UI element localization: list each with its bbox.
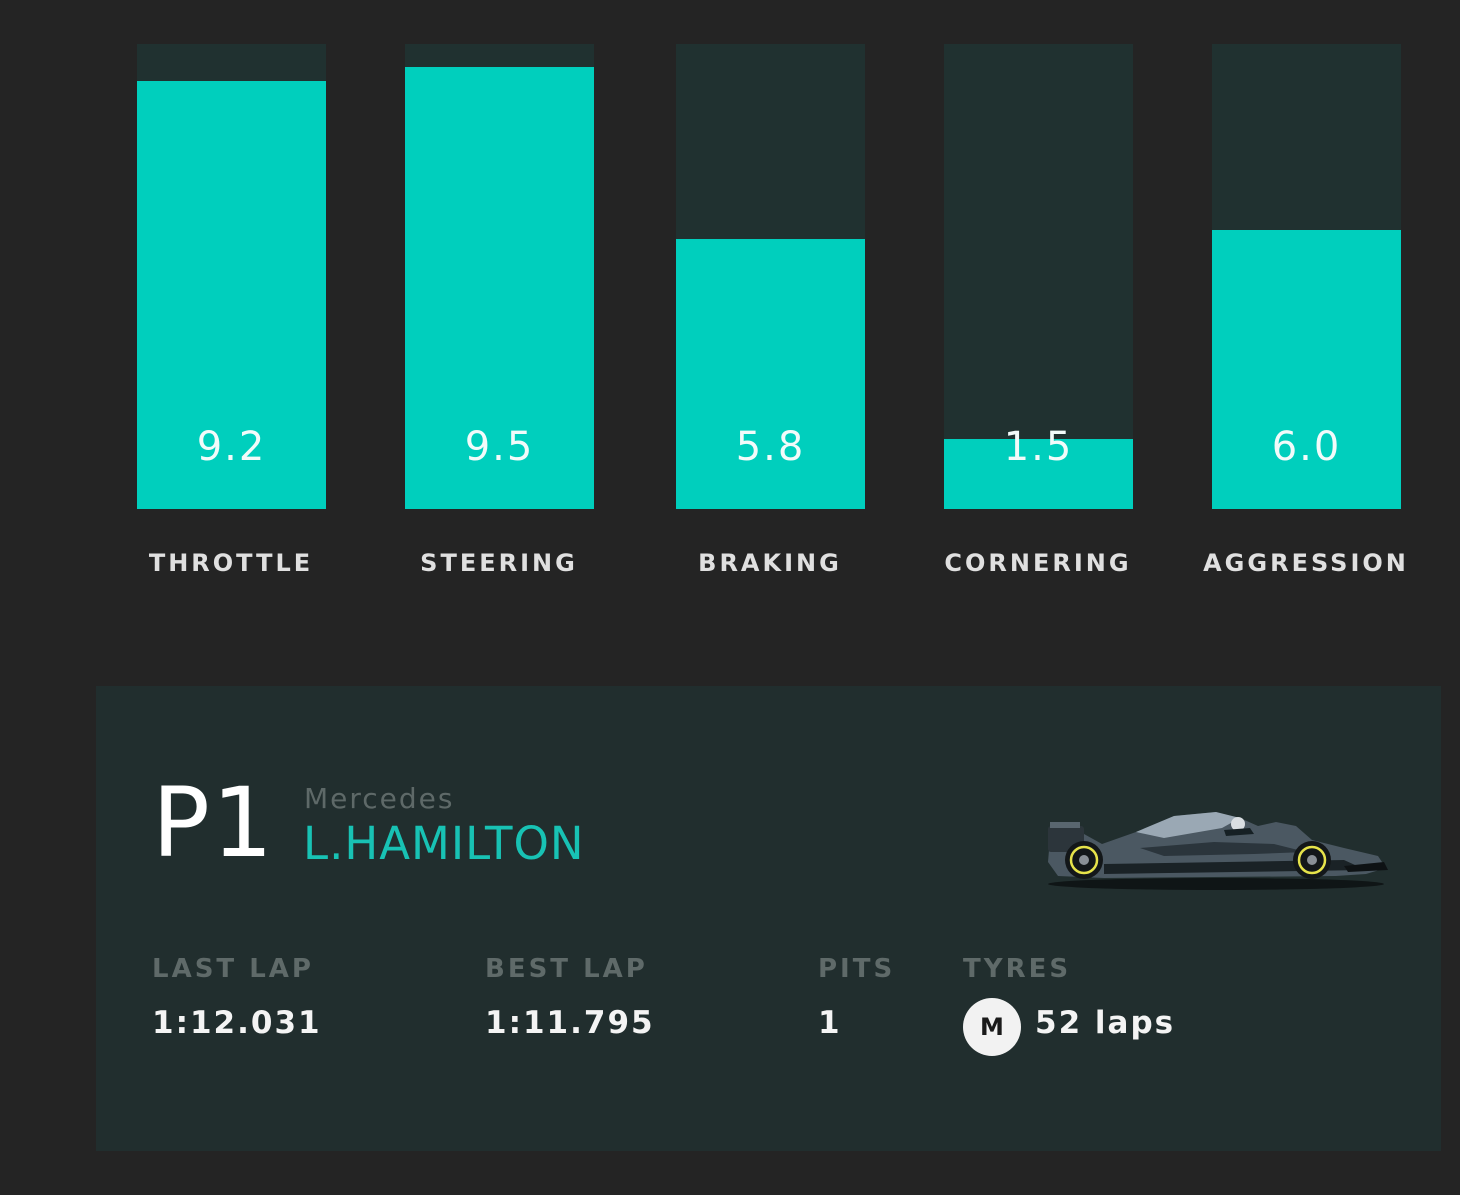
bar-aggression [1212, 230, 1401, 509]
best-lap-label: BEST LAP [485, 954, 648, 984]
bar-track-aggression: 6.0 [1212, 44, 1401, 509]
tyres-label: TYRES [963, 954, 1072, 984]
bar-label-braking: BRAKING [698, 549, 842, 577]
bar-label-throttle: THROTTLE [148, 549, 314, 577]
team-name: Mercedes [304, 782, 455, 815]
bar-steering [405, 67, 594, 509]
bar-value-aggression: 6.0 [1271, 424, 1342, 470]
bar-value-cornering: 1.5 [1003, 424, 1074, 470]
last-lap-label: LAST LAP [152, 954, 314, 984]
bar-cornering [944, 439, 1133, 509]
bar-track-braking: 5.8 [676, 44, 865, 509]
last-lap-value: 1:12.031 [152, 1005, 322, 1041]
tyre-compound-icon: M [963, 998, 1021, 1056]
driver-card: P1 Mercedes L.HAMILTON LAST LAP 1:12.031… [96, 686, 1441, 1151]
bar-braking [676, 239, 865, 509]
bar-value-braking: 5.8 [735, 424, 806, 470]
bar-label-cornering: CORNERING [944, 549, 1132, 577]
bar-value-throttle: 9.2 [196, 424, 267, 470]
tyre-laps-value: 52 laps [1035, 1005, 1176, 1041]
bar-value-steering: 9.5 [464, 424, 535, 470]
f1-car-icon [1048, 812, 1388, 890]
bar-track-cornering: 1.5 [944, 44, 1133, 509]
race-position: P1 [152, 767, 275, 879]
bar-track-steering: 9.5 [405, 44, 594, 509]
bar-label-aggression: AGGRESSION [1203, 549, 1409, 577]
pits-value: 1 [818, 1005, 842, 1041]
driver-name: L.HAMILTON [303, 817, 585, 870]
bar-throttle [137, 81, 326, 509]
best-lap-value: 1:11.795 [485, 1005, 655, 1041]
pits-label: PITS [818, 954, 896, 984]
bar-label-steering: STEERING [420, 549, 578, 577]
bar-track-throttle: 9.2 [137, 44, 326, 509]
